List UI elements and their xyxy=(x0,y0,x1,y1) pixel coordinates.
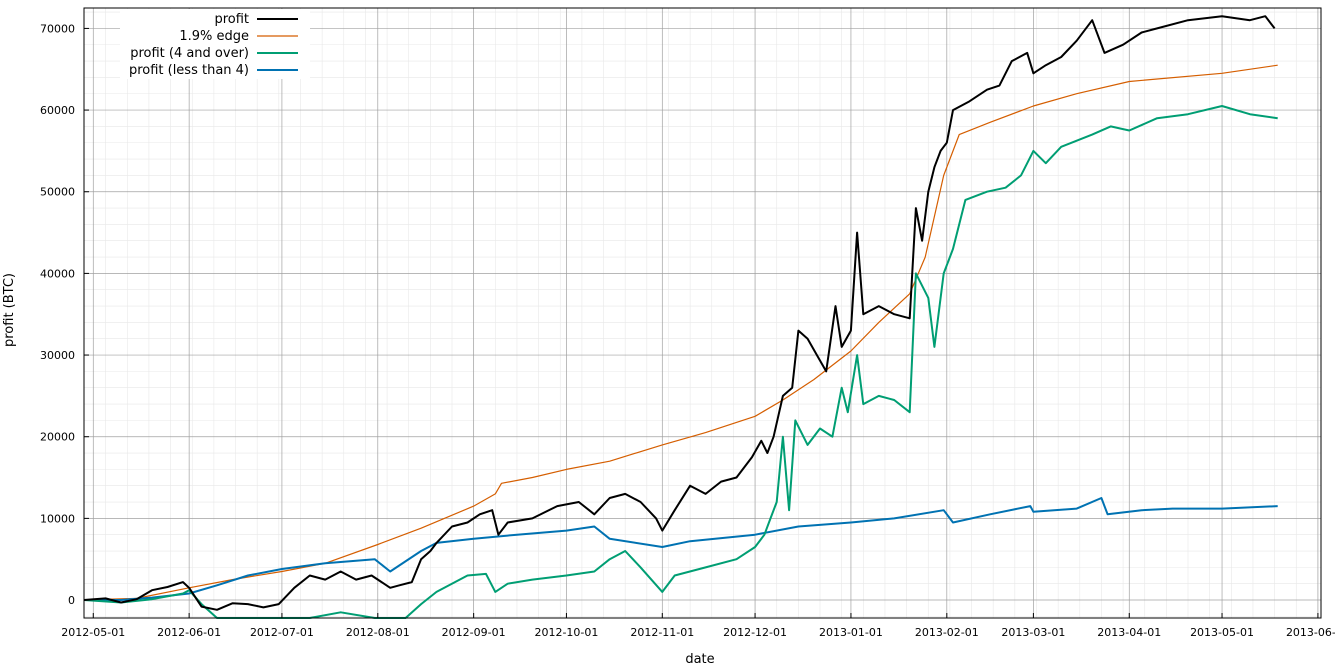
y-tick-label: 70000 xyxy=(40,22,75,35)
x-axis-label: date xyxy=(685,652,714,667)
plot-background xyxy=(84,8,1321,618)
x-tick-label: 2012-11-01 xyxy=(630,626,694,639)
y-tick-label: 30000 xyxy=(40,349,75,362)
x-tick-label: 2012-08-01 xyxy=(346,626,410,639)
y-tick-label: 60000 xyxy=(40,104,75,117)
x-tick-label: 2013-01-01 xyxy=(819,626,883,639)
legend: profit 1.9% edge profit (4 and over) profit… xyxy=(120,9,310,79)
series-line-profit-4-and-over xyxy=(83,105,1278,619)
x-tick-label: 2013-04-01 xyxy=(1097,626,1161,639)
legend-label: profit xyxy=(214,12,249,27)
x-tick-label: 2013-06-01 xyxy=(1286,626,1335,639)
x-tick-label: 2013-03-01 xyxy=(1001,626,1065,639)
x-tick-label: 2012-07-01 xyxy=(250,626,314,639)
series-line-profit xyxy=(83,15,1276,611)
x-tick-label: 2012-05-01 xyxy=(61,626,125,639)
y-tick-label: 40000 xyxy=(40,267,75,280)
legend-label: profit (4 and over) xyxy=(130,46,249,61)
y-axis-label: profit (BTC) xyxy=(2,273,17,347)
x-tick-label: 2012-09-01 xyxy=(442,626,506,639)
y-tick-label: 10000 xyxy=(40,512,75,525)
x-tick-label: 2012-12-01 xyxy=(723,626,787,639)
series-line-profit-less-than-4 xyxy=(84,497,1278,601)
x-tick-label: 2013-05-01 xyxy=(1190,626,1254,639)
x-tick-label: 2012-06-01 xyxy=(157,626,221,639)
major-grid xyxy=(84,8,1321,618)
legend-label: profit (less than 4) xyxy=(129,63,249,78)
plot-frame xyxy=(83,7,1322,619)
x-tick-label: 2012-10-01 xyxy=(534,626,598,639)
x-axis-ticks: 2012-05-01 2012-06-01 2012-07-01 2012-08-01… xyxy=(61,613,1335,639)
x-tick-label: 2013-02-01 xyxy=(915,626,979,639)
series-layer xyxy=(83,15,1278,619)
y-tick-label: 20000 xyxy=(40,431,75,444)
y-tick-label: 0 xyxy=(68,594,75,607)
legend-background xyxy=(120,9,310,79)
y-tick-label: 50000 xyxy=(40,186,75,199)
y-axis-ticks: 0 10000 20000 30000 40000 50000 60000 70000 xyxy=(40,22,89,607)
legend-label: 1.9% edge xyxy=(179,29,249,44)
